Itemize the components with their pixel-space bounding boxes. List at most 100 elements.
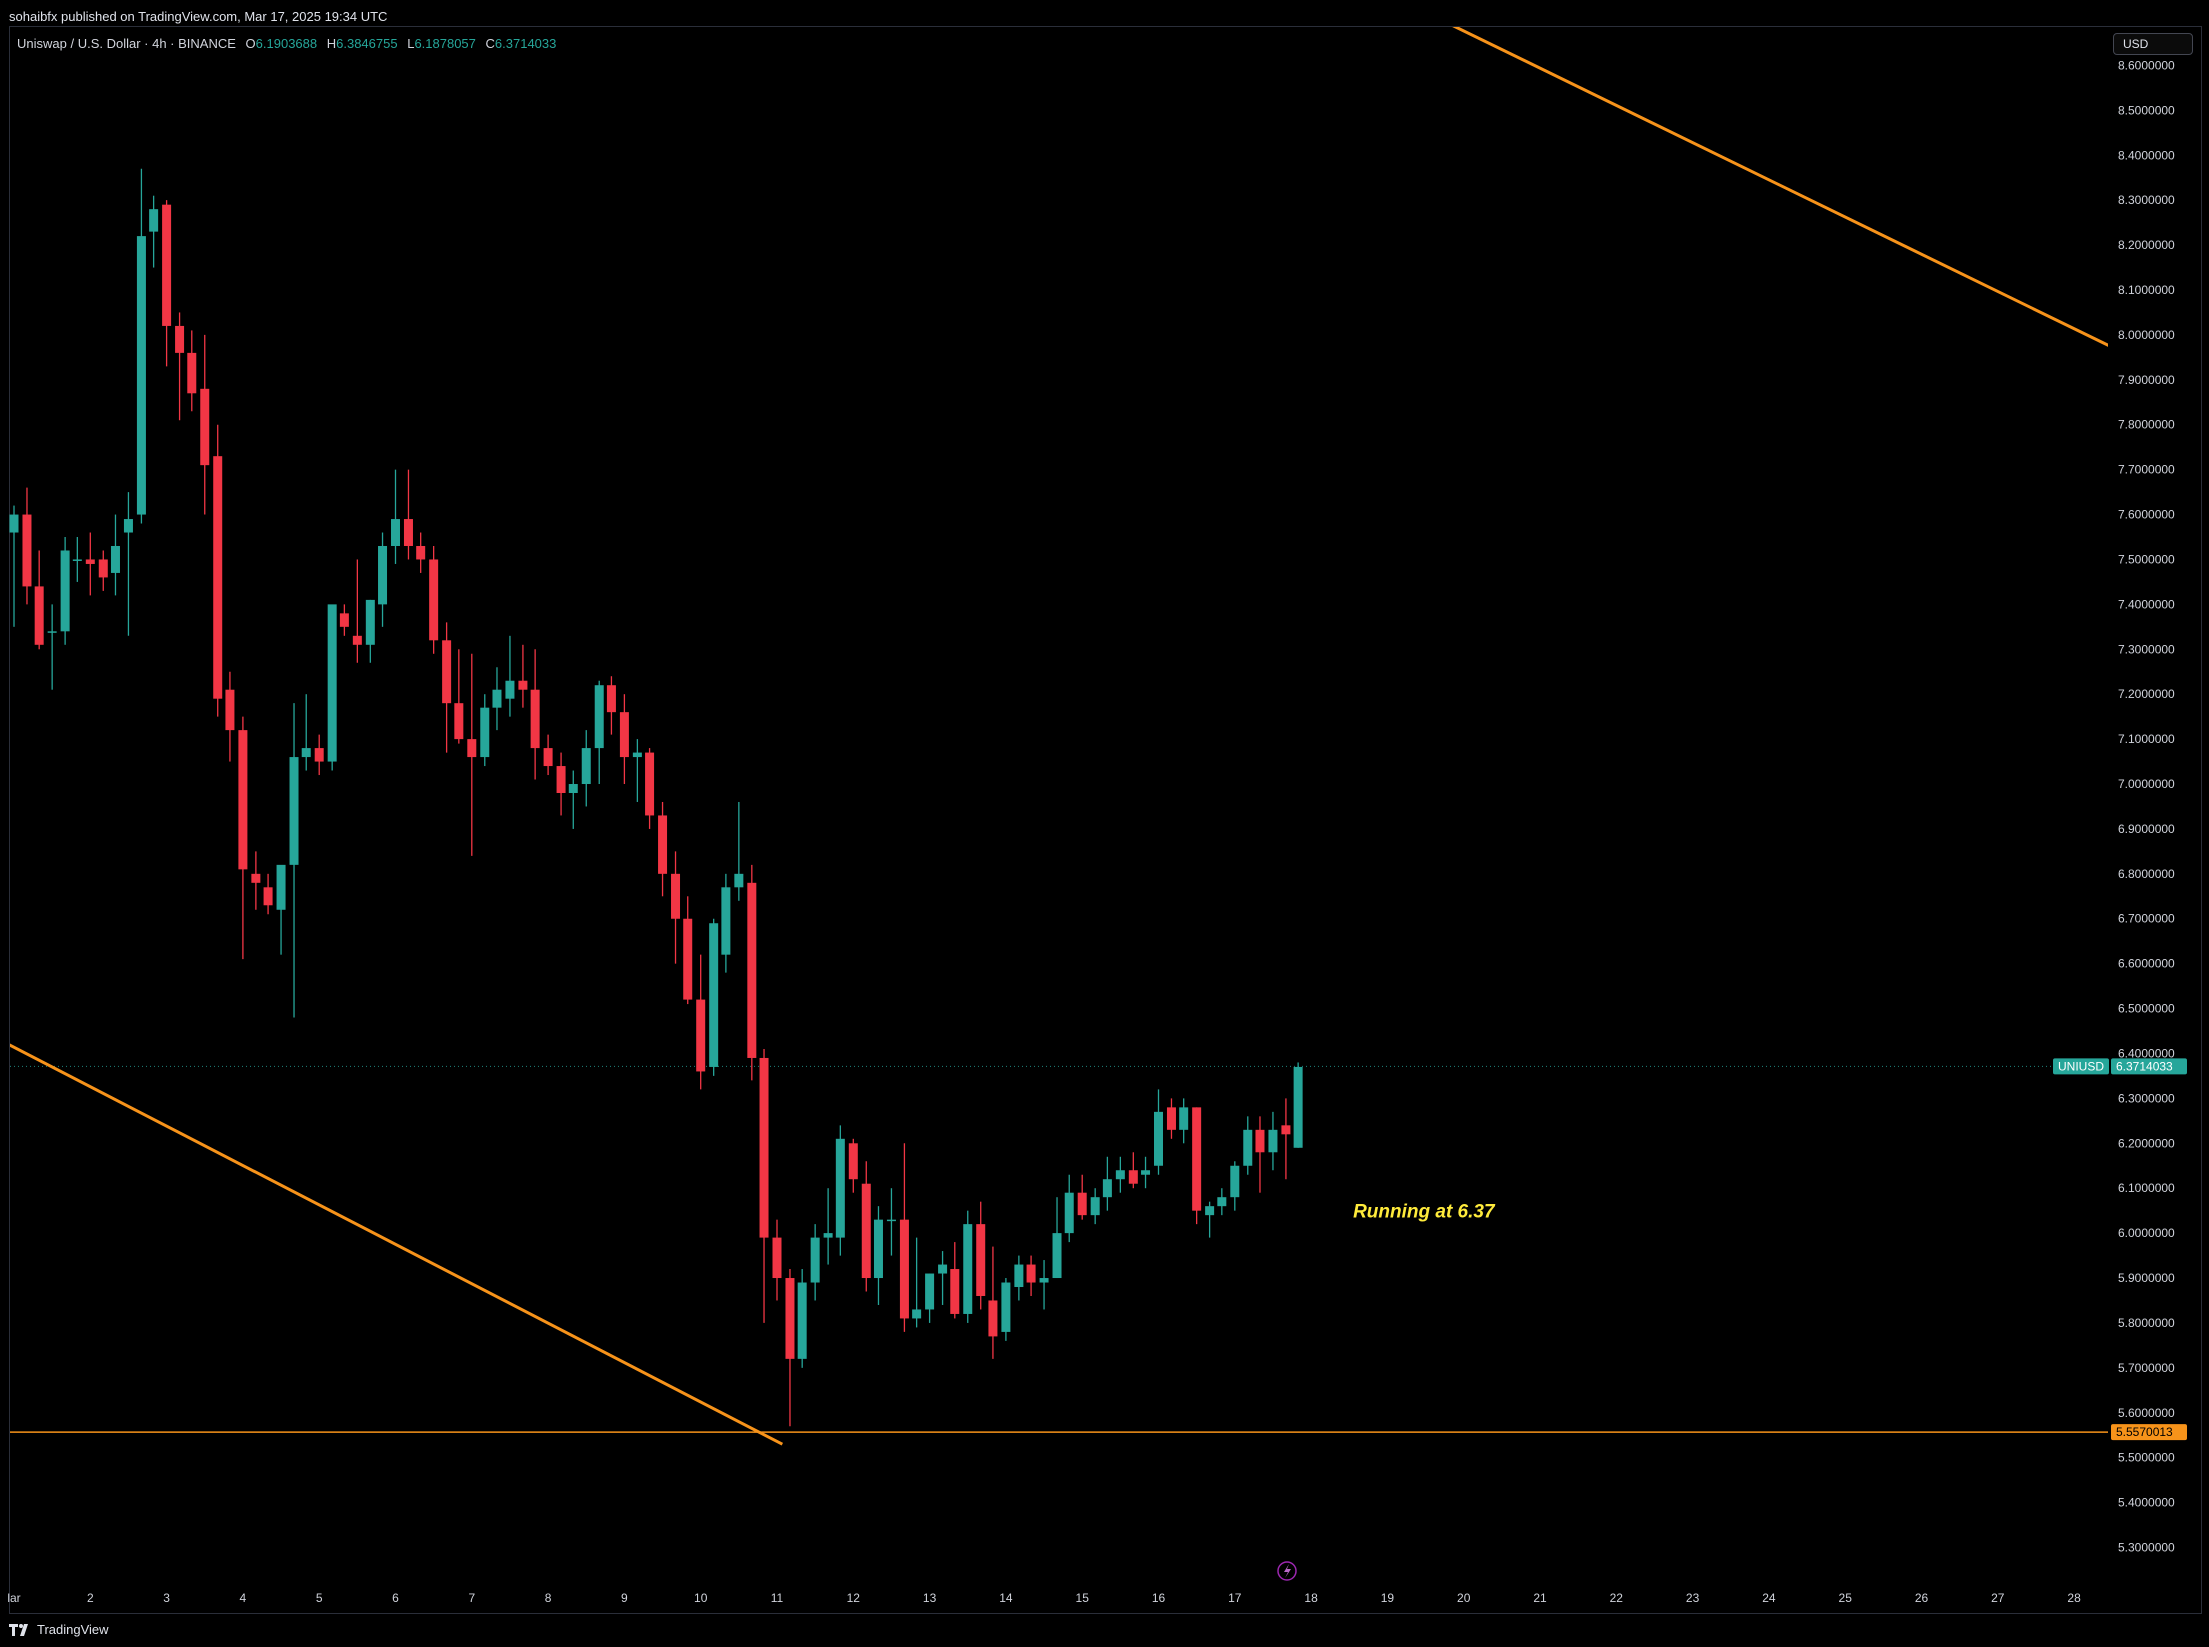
candle[interactable] xyxy=(747,864,757,1081)
candle[interactable] xyxy=(976,1201,986,1310)
candle[interactable] xyxy=(162,200,172,367)
candle[interactable] xyxy=(1141,1156,1151,1189)
candle[interactable] xyxy=(22,487,32,605)
candle[interactable] xyxy=(683,896,693,1005)
candle[interactable] xyxy=(110,514,120,596)
candle[interactable] xyxy=(581,730,591,807)
candle[interactable] xyxy=(416,532,426,573)
candle[interactable] xyxy=(301,694,311,771)
candle[interactable] xyxy=(1205,1201,1215,1238)
candle[interactable] xyxy=(1179,1098,1189,1144)
candle[interactable] xyxy=(72,537,82,582)
candle[interactable] xyxy=(785,1269,795,1427)
candle[interactable] xyxy=(175,312,185,421)
candle[interactable] xyxy=(835,1125,845,1256)
candle[interactable] xyxy=(225,671,235,762)
candle[interactable] xyxy=(938,1251,948,1305)
candle[interactable] xyxy=(327,604,337,771)
candle[interactable] xyxy=(518,644,528,708)
candle[interactable] xyxy=(925,1273,935,1323)
candle[interactable] xyxy=(1268,1111,1278,1171)
candle[interactable] xyxy=(289,703,299,1018)
candle[interactable] xyxy=(1115,1156,1125,1193)
candle[interactable] xyxy=(429,545,439,654)
candle[interactable] xyxy=(543,734,553,776)
candle[interactable] xyxy=(200,334,210,515)
candle[interactable] xyxy=(1026,1255,1036,1296)
candle[interactable] xyxy=(696,954,706,1090)
tradingview-logo[interactable]: TradingView xyxy=(9,1622,109,1637)
candle[interactable] xyxy=(950,1242,960,1319)
candle[interactable] xyxy=(85,532,95,596)
candle[interactable] xyxy=(759,1048,769,1323)
candle[interactable] xyxy=(403,469,413,560)
candle[interactable] xyxy=(734,801,744,901)
symbol-legend[interactable]: Uniswap / U.S. Dollar · 4h · BINANCE O6.… xyxy=(17,36,556,51)
candle[interactable] xyxy=(1090,1188,1100,1225)
candle[interactable] xyxy=(9,505,19,627)
candle[interactable] xyxy=(238,716,248,960)
candle[interactable] xyxy=(251,851,261,910)
candle[interactable] xyxy=(1064,1174,1074,1243)
candle[interactable] xyxy=(136,168,146,524)
candle[interactable] xyxy=(454,649,464,744)
candle[interactable] xyxy=(671,851,681,964)
candle[interactable] xyxy=(1001,1278,1011,1341)
candle[interactable] xyxy=(1293,1062,1303,1148)
annotation-text[interactable]: Running at 6.37 xyxy=(1353,1201,1496,1222)
candle[interactable] xyxy=(772,1219,782,1301)
candle[interactable] xyxy=(34,550,44,650)
candle[interactable] xyxy=(861,1161,871,1292)
candle[interactable] xyxy=(276,864,286,955)
candle[interactable] xyxy=(1217,1188,1227,1216)
candle[interactable] xyxy=(594,680,604,785)
candle[interactable] xyxy=(606,676,616,735)
candle[interactable] xyxy=(709,918,719,1076)
candle[interactable] xyxy=(505,635,515,717)
candle[interactable] xyxy=(810,1224,820,1301)
candle[interactable] xyxy=(1052,1197,1062,1279)
candle[interactable] xyxy=(480,694,490,767)
candle[interactable] xyxy=(378,532,388,627)
candle[interactable] xyxy=(213,424,223,717)
candle[interactable] xyxy=(1039,1260,1049,1310)
currency-button[interactable]: USD xyxy=(2113,33,2193,55)
candle[interactable] xyxy=(98,550,108,591)
candle[interactable] xyxy=(912,1237,922,1328)
candle[interactable] xyxy=(352,559,362,663)
candle[interactable] xyxy=(60,537,70,645)
candle[interactable] xyxy=(886,1188,896,1256)
candle[interactable] xyxy=(823,1188,833,1265)
candle[interactable] xyxy=(619,694,629,785)
candle[interactable] xyxy=(632,739,642,802)
candle[interactable] xyxy=(263,873,273,915)
candle[interactable] xyxy=(556,752,566,816)
candle[interactable] xyxy=(797,1269,807,1368)
candle[interactable] xyxy=(314,734,324,776)
candle[interactable] xyxy=(963,1210,973,1323)
candle[interactable] xyxy=(899,1143,909,1332)
candle[interactable] xyxy=(1166,1098,1176,1139)
candle[interactable] xyxy=(1192,1107,1202,1225)
candle[interactable] xyxy=(365,599,375,663)
candle[interactable] xyxy=(568,770,578,829)
candle[interactable] xyxy=(530,649,540,780)
candle[interactable] xyxy=(123,492,133,636)
candle[interactable] xyxy=(1014,1255,1024,1301)
candle[interactable] xyxy=(467,653,477,856)
candle[interactable] xyxy=(442,622,452,753)
candle[interactable] xyxy=(1281,1098,1291,1180)
candle[interactable] xyxy=(1102,1156,1112,1211)
candle[interactable] xyxy=(1128,1152,1138,1189)
candle[interactable] xyxy=(1255,1116,1265,1193)
candle[interactable] xyxy=(187,330,197,412)
upper-trendline[interactable] xyxy=(1433,16,2124,353)
candle[interactable] xyxy=(1154,1089,1163,1175)
candle[interactable] xyxy=(873,1206,883,1305)
candle[interactable] xyxy=(391,469,400,564)
candle[interactable] xyxy=(47,604,57,690)
candle[interactable] xyxy=(658,801,668,897)
candle[interactable] xyxy=(149,195,159,268)
candle[interactable] xyxy=(1230,1161,1240,1211)
